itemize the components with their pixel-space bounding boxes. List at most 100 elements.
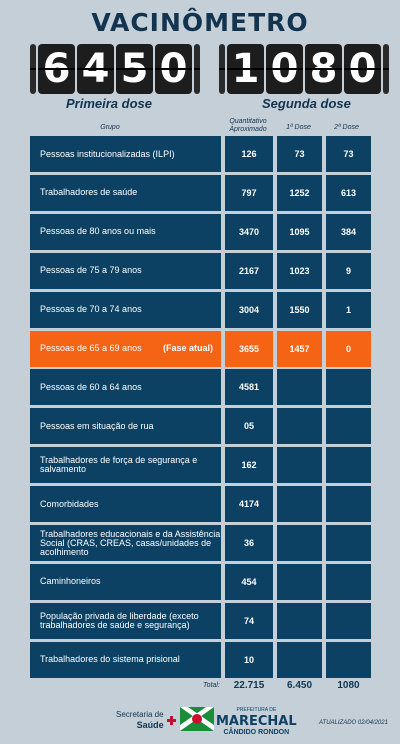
saude-text: Saúde <box>136 720 164 730</box>
row-group-label: Trabalhadores de saúde <box>40 187 138 198</box>
row-dose1 <box>277 486 322 523</box>
row-group: População privada de liberdade (exceto t… <box>30 602 221 639</box>
current-phase-tag: (Fase atual) <box>162 343 213 353</box>
row-quantitativo: 454 <box>225 563 273 600</box>
counter-digit: 0 <box>344 44 381 94</box>
second-dose-label: Segunda dose <box>262 96 351 111</box>
row-group-label: População privada de liberdade (exceto t… <box>40 610 199 630</box>
row-group-label: Trabalhadores do sistema prisional <box>40 654 180 665</box>
counter-edge <box>194 44 200 94</box>
totals-label: Total: <box>203 682 220 689</box>
row-group: Pessoas de 75 a 79 anos <box>30 252 221 289</box>
row-quantitativo: 05 <box>225 408 273 445</box>
row-group-label: Trabalhadores educacionais e da Assistên… <box>40 528 221 557</box>
row-dose2: 1 <box>326 291 371 328</box>
health-cross-icon <box>167 716 176 725</box>
row-group: Pessoas de 60 a 64 anos <box>30 369 221 406</box>
row-group: Comorbidades <box>30 486 221 523</box>
row-group-label: Pessoas de 80 anos ou mais <box>40 226 156 237</box>
header-dose1: 1ª Dose <box>286 124 311 131</box>
total-dose1: 6.450 <box>286 680 313 691</box>
row-group: Trabalhadores educacionais e da Assistên… <box>30 525 221 561</box>
row-group: Trabalhadores do sistema prisional <box>30 641 221 678</box>
prefeitura-text: PREFEITURA DE <box>236 707 277 713</box>
row-group: Trabalhadores de força de segurança e sa… <box>30 447 221 484</box>
totals-row: Total: 22.715 6.450 1080 <box>0 680 400 694</box>
row-group-label: Pessoas institucionalizadas (ILPI) <box>40 148 175 159</box>
counter-digit: 0 <box>266 44 303 94</box>
row-dose1 <box>277 447 322 484</box>
header-dose2: 2ª Dose <box>334 124 359 131</box>
updated-date: ATUALIZADO 02/04/2021 <box>319 720 388 726</box>
row-group-label: Caminhoneiros <box>40 576 101 587</box>
row-quantitativo: 74 <box>225 602 273 639</box>
counter-digit: 1 <box>227 44 264 94</box>
row-quantitativo: 3470 <box>225 213 273 250</box>
page-title: VACINÔMETRO <box>91 8 309 37</box>
row-dose1 <box>277 641 322 678</box>
row-dose2 <box>326 602 371 639</box>
row-group-label: Pessoas de 75 a 79 anos <box>40 265 142 276</box>
counter-digit: 6 <box>38 44 75 94</box>
row-dose1 <box>277 602 322 639</box>
row-dose1: 1252 <box>277 174 322 211</box>
row-dose2 <box>326 563 371 600</box>
row-dose1 <box>277 369 322 406</box>
total-quantitativo: 22.715 <box>233 680 265 691</box>
row-quantitativo: 162 <box>225 447 273 484</box>
row-group: Pessoas de 70 a 74 anos <box>30 291 221 328</box>
row-dose2: 9 <box>326 252 371 289</box>
row-group: Pessoas institucionalizadas (ILPI) <box>30 136 221 172</box>
header-quantitativo: Quantitativo Aproximado <box>229 118 267 133</box>
row-group-label: Trabalhadores de força de segurança e sa… <box>40 455 198 475</box>
row-dose2 <box>326 641 371 678</box>
first-dose-counter: 6 4 5 0 <box>30 44 202 94</box>
row-dose2 <box>326 447 371 484</box>
total-dose2: 1080 <box>337 680 360 691</box>
row-quantitativo: 797 <box>225 174 273 211</box>
row-group: Trabalhadores de saúde <box>30 174 221 211</box>
row-quantitativo: 10 <box>225 641 273 678</box>
row-dose1 <box>277 525 322 561</box>
city-flag-icon <box>180 707 214 731</box>
row-group-label: Pessoas de 60 a 64 anos <box>40 381 142 392</box>
row-quantitativo: 2167 <box>225 252 273 289</box>
row-group: Pessoas de 80 anos ou mais <box>30 213 221 250</box>
row-dose1: 73 <box>277 136 322 172</box>
row-quantitativo: 4174 <box>225 486 273 523</box>
counter-edge <box>30 44 36 94</box>
row-dose1: 1023 <box>277 252 322 289</box>
header-grupo: Grupo <box>100 124 120 131</box>
row-group-label: Comorbidades <box>40 498 99 509</box>
row-quantitativo: 3004 <box>225 291 273 328</box>
row-group: Caminhoneiros <box>30 563 221 600</box>
city-name-2: CÂNDIDO RONDON <box>223 729 290 736</box>
row-dose2: 613 <box>326 174 371 211</box>
counter-edge <box>383 44 389 94</box>
counter-digit: 5 <box>116 44 153 94</box>
city-name: MARECHAL <box>216 714 297 729</box>
secretaria-text: Secretaria de <box>116 710 164 719</box>
row-quantitativo: 36 <box>225 525 273 561</box>
second-dose-counter: 1 0 8 0 <box>219 44 391 94</box>
row-quantitativo: 126 <box>225 136 273 172</box>
row-group-label: Pessoas de 65 a 69 anos <box>40 343 142 353</box>
row-group-label: Pessoas em situação de rua <box>40 420 154 431</box>
first-dose-label: Primeira dose <box>66 96 152 111</box>
prefeitura-logo: PREFEITURA DE MARECHAL CÂNDIDO RONDON <box>216 706 297 737</box>
row-group-label: Pessoas de 70 a 74 anos <box>40 304 142 315</box>
secretaria-logo: Secretaria de Saúde <box>116 710 164 731</box>
row-dose1 <box>277 408 322 445</box>
counter-digit: 4 <box>77 44 114 94</box>
counter-digit: 0 <box>155 44 192 94</box>
row-quantitativo: 4581 <box>225 369 273 406</box>
row-quantitativo: 3655 <box>225 330 273 367</box>
row-group: Pessoas em situação de rua <box>30 408 221 445</box>
counter-digit: 8 <box>305 44 342 94</box>
row-dose2: 73 <box>326 136 371 172</box>
row-dose1: 1095 <box>277 213 322 250</box>
counter-edge <box>219 44 225 94</box>
row-dose1: 1457 <box>277 330 322 367</box>
row-dose2: 0 <box>326 330 371 367</box>
row-group: Pessoas de 65 a 69 anos (Fase atual) <box>30 330 221 367</box>
